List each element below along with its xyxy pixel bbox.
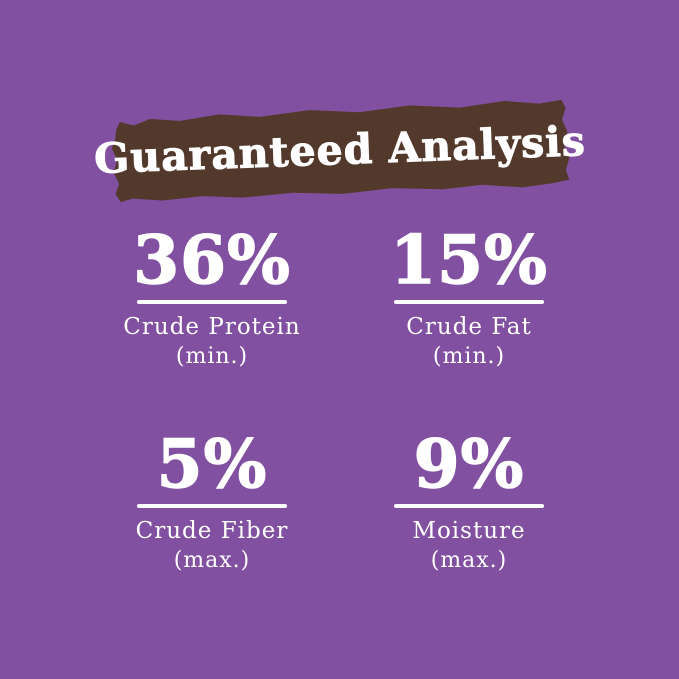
stat-label: Crude Protein	[123, 314, 301, 340]
stat-label: Crude Fiber	[135, 518, 289, 544]
stat-moisture: 9% Moisture (max.)	[319, 425, 619, 574]
stat-qualifier: (max.)	[173, 548, 251, 573]
stat-qualifier: (min.)	[432, 344, 506, 369]
stat-value: 36%	[132, 221, 291, 299]
stat-qualifier: (max.)	[430, 548, 508, 573]
stat-divider	[137, 300, 287, 304]
stat-value: 15%	[389, 221, 548, 299]
stat-value: 5%	[156, 425, 268, 503]
stat-divider	[394, 504, 544, 508]
stat-divider	[394, 300, 544, 304]
stat-divider	[137, 504, 287, 508]
stat-crude-fiber: 5% Crude Fiber (max.)	[62, 425, 362, 574]
stat-qualifier: (min.)	[175, 344, 249, 369]
stat-crude-fat: 15% Crude Fat (min.)	[319, 221, 619, 370]
title-banner: Guaranteed Analysis	[93, 98, 587, 203]
stat-crude-protein: 36% Crude Protein (min.)	[62, 221, 362, 370]
stat-label: Crude Fat	[406, 314, 532, 340]
stat-value: 9%	[413, 425, 525, 503]
page-title: Guaranteed Analysis	[93, 117, 587, 184]
torn-paper-banner-shape	[111, 99, 570, 203]
stat-label: Moisture	[412, 518, 526, 544]
